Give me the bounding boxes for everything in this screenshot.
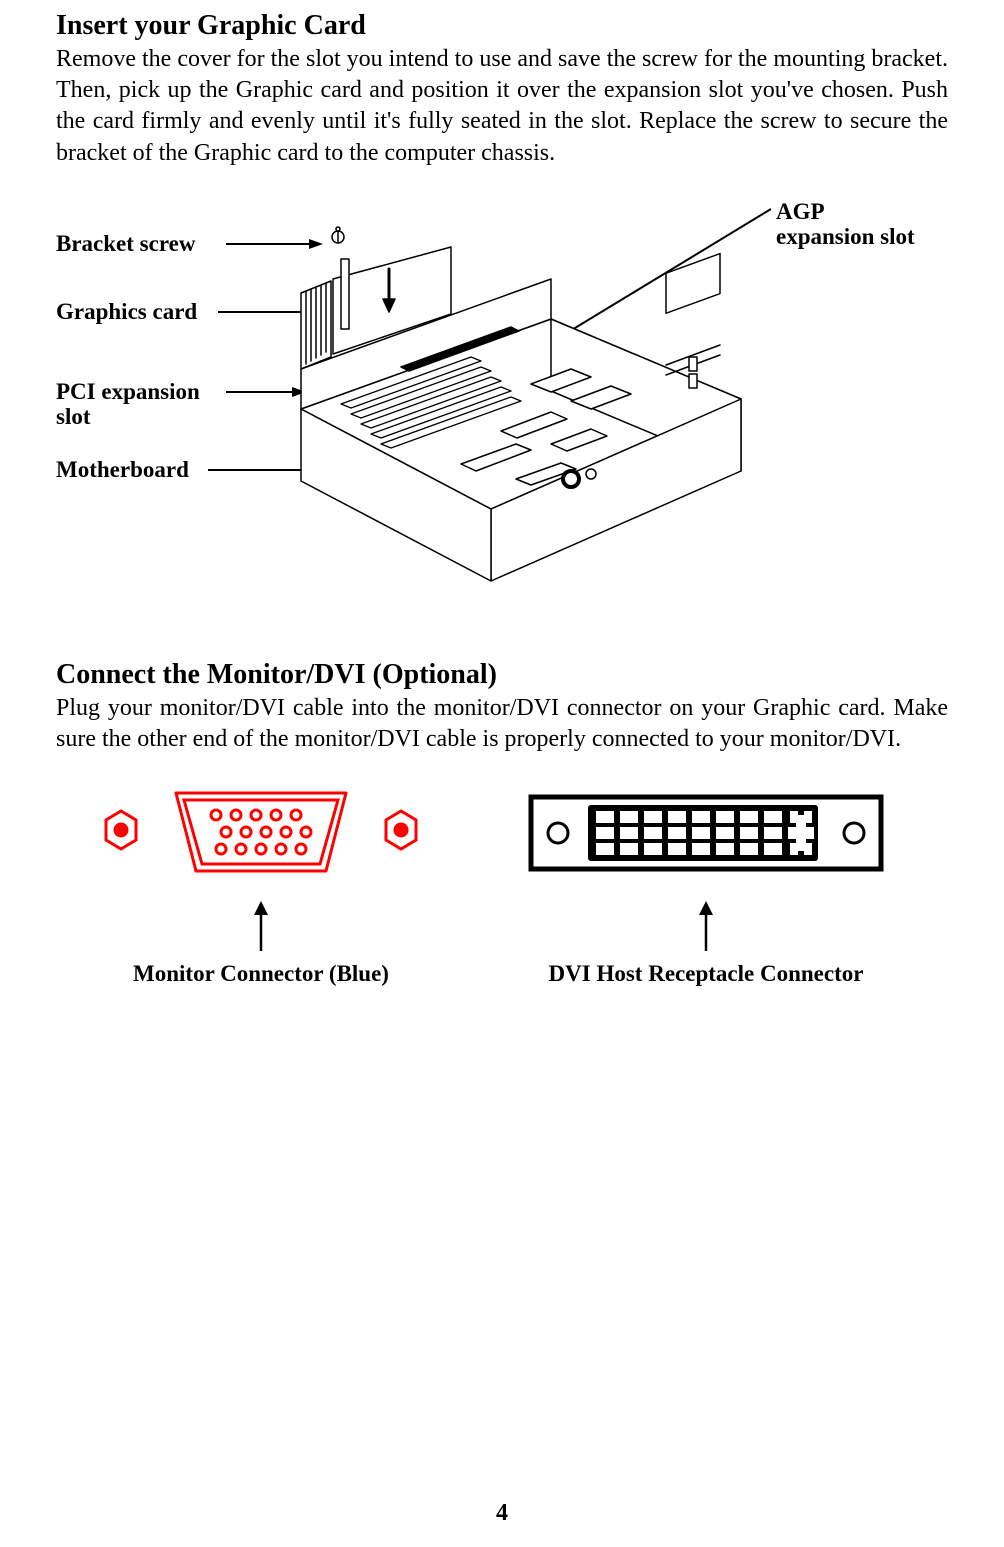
label-pci-slot: PCI expansion slot <box>56 379 226 430</box>
label-bracket-screw: Bracket screw <box>56 231 195 256</box>
figure-motherboard-case: Bracket screw Graphics card PCI expansio… <box>56 189 946 619</box>
label-graphics-card: Graphics card <box>56 299 197 324</box>
computer-case-diagram <box>271 209 761 609</box>
up-arrow-icon <box>251 901 271 951</box>
section2-title: Connect the Monitor/DVI (Optional) <box>56 659 948 691</box>
dvi-connector-icon <box>526 785 886 895</box>
up-arrow-icon <box>696 901 716 951</box>
vga-connector-label: Monitor Connector (Blue) <box>133 961 389 987</box>
connectors-row: Monitor Connector (Blue) <box>66 785 948 987</box>
vga-connector-block: Monitor Connector (Blue) <box>66 785 456 987</box>
section2-body: Plug your monitor/DVI cable into the mon… <box>56 693 948 755</box>
vga-connector-icon <box>66 785 456 895</box>
dvi-connector-label: DVI Host Receptacle Connector <box>549 961 864 987</box>
dvi-connector-block: DVI Host Receptacle Connector <box>526 785 886 987</box>
label-motherboard: Motherboard <box>56 457 189 482</box>
section1-body: Remove the cover for the slot you intend… <box>56 44 948 169</box>
page-number: 4 <box>0 1500 1004 1527</box>
section1-title: Insert your Graphic Card <box>56 10 948 42</box>
